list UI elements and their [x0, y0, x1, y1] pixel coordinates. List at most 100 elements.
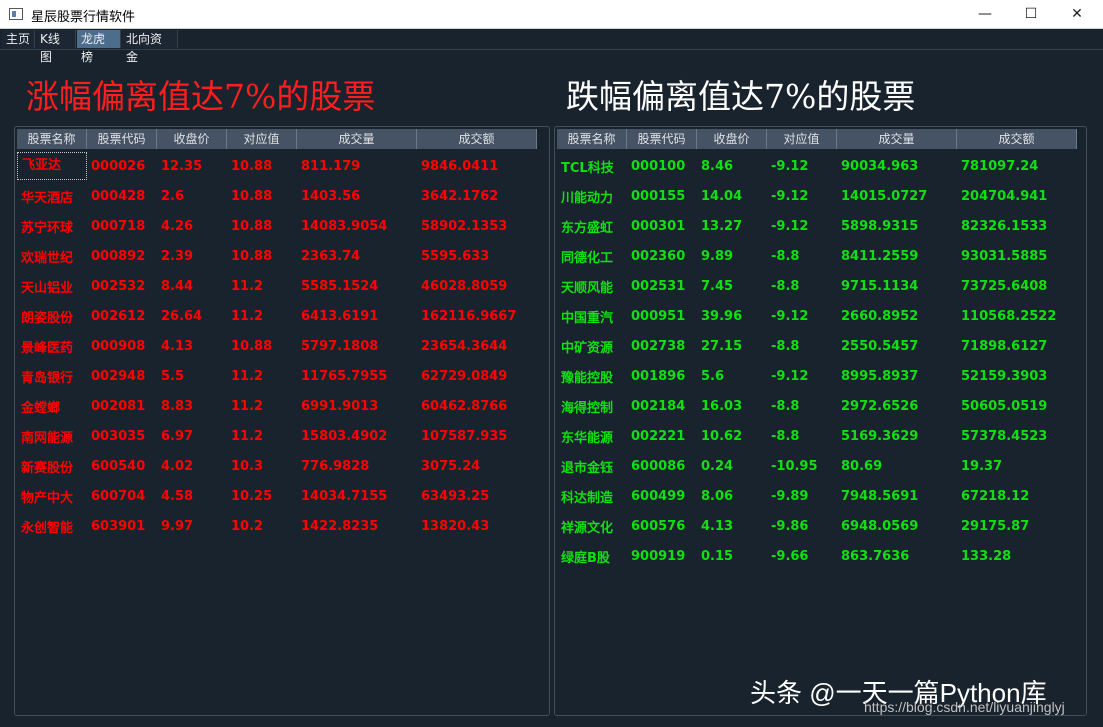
volume-cell[interactable]: 2550.5457: [841, 338, 919, 354]
volume-cell[interactable]: 14015.0727: [841, 188, 928, 204]
stock-code-cell[interactable]: 002948: [91, 368, 146, 384]
stock-name-cell[interactable]: 同德化工: [561, 250, 614, 266]
column-header-name[interactable]: 股票名称: [17, 129, 87, 149]
volume-cell[interactable]: 5585.1524: [301, 278, 379, 294]
table-row[interactable]: 祥源文化 600576 4.13 -9.86 6948.0569 29175.87: [557, 511, 1087, 541]
close-price-cell[interactable]: 8.44: [161, 278, 194, 294]
deviation-cell[interactable]: 10.88: [231, 248, 273, 264]
turnover-cell[interactable]: 63493.25: [421, 488, 490, 504]
table-row[interactable]: 川能动力 000155 14.04 -9.12 14015.0727 204704.941: [557, 181, 1087, 211]
stock-name-cell[interactable]: 新赛股份: [21, 460, 74, 476]
deviation-cell[interactable]: 11.2: [231, 278, 264, 294]
deviation-cell[interactable]: -8.8: [771, 338, 800, 354]
close-price-cell[interactable]: 39.96: [701, 308, 743, 324]
gainers-table[interactable]: 股票名称 股票代码 收盘价 对应值 成交量 成交额 飞亚达 000026 12.35…: [14, 126, 550, 716]
table-row[interactable]: 欢瑞世纪 000892 2.39 10.88 2363.74 5595.633: [17, 241, 547, 271]
turnover-cell[interactable]: 71898.6127: [961, 338, 1048, 354]
turnover-cell[interactable]: 29175.87: [961, 518, 1030, 534]
volume-cell[interactable]: 5797.1808: [301, 338, 379, 354]
table-row[interactable]: 天顺风能 002531 7.45 -8.8 9715.1134 73725.6408: [557, 271, 1087, 301]
turnover-cell[interactable]: 46028.8059: [421, 278, 508, 294]
column-header-volume[interactable]: 成交量: [297, 129, 417, 149]
table-row[interactable]: 华天酒店 000428 2.6 10.88 1403.56 3642.1762: [17, 181, 547, 211]
close-price-cell[interactable]: 14.04: [701, 188, 743, 204]
stock-code-cell[interactable]: 600499: [631, 488, 686, 504]
table-row[interactable]: 豫能控股 001896 5.6 -9.12 8995.8937 52159.3903: [557, 361, 1087, 391]
stock-code-cell[interactable]: 000100: [631, 158, 686, 174]
turnover-cell[interactable]: 57378.4523: [961, 428, 1048, 444]
volume-cell[interactable]: 5898.9315: [841, 218, 919, 234]
column-header-name[interactable]: 股票名称: [557, 129, 627, 149]
stock-code-cell[interactable]: 002532: [91, 278, 146, 294]
turnover-cell[interactable]: 107587.935: [421, 428, 508, 444]
deviation-cell[interactable]: -9.12: [771, 368, 809, 384]
close-price-cell[interactable]: 26.64: [161, 308, 203, 324]
stock-name-cell[interactable]: 青岛银行: [21, 370, 74, 386]
column-header-close[interactable]: 收盘价: [697, 129, 767, 149]
close-price-cell[interactable]: 7.45: [701, 278, 734, 294]
table-row[interactable]: 物产中大 600704 4.58 10.25 14034.7155 63493.25: [17, 481, 547, 511]
close-price-cell[interactable]: 5.6: [701, 368, 725, 384]
volume-cell[interactable]: 6948.0569: [841, 518, 919, 534]
stock-code-cell[interactable]: 000428: [91, 188, 146, 204]
stock-name-cell[interactable]: 南网能源: [21, 430, 74, 446]
stock-name-cell[interactable]: 退市金钰: [561, 460, 614, 476]
table-row[interactable]: 青岛银行 002948 5.5 11.2 11765.7955 62729.0849: [17, 361, 547, 391]
close-price-cell[interactable]: 8.06: [701, 488, 734, 504]
turnover-cell[interactable]: 93031.5885: [961, 248, 1048, 264]
turnover-cell[interactable]: 9846.0411: [421, 158, 499, 174]
stock-code-cell[interactable]: 000718: [91, 218, 146, 234]
turnover-cell[interactable]: 204704.941: [961, 188, 1048, 204]
stock-code-cell[interactable]: 600704: [91, 488, 146, 504]
deviation-cell[interactable]: 11.2: [231, 308, 264, 324]
close-price-cell[interactable]: 4.02: [161, 458, 194, 474]
maximize-button[interactable]: ☐: [1024, 6, 1038, 22]
turnover-cell[interactable]: 60462.8766: [421, 398, 508, 414]
table-row[interactable]: 天山铝业 002532 8.44 11.2 5585.1524 46028.8059: [17, 271, 547, 301]
table-row[interactable]: 东华能源 002221 10.62 -8.8 5169.3629 57378.4523: [557, 421, 1087, 451]
table-row[interactable]: 飞亚达 000026 12.35 10.88 811.179 9846.0411: [17, 151, 547, 181]
stock-name-cell[interactable]: 东方盛虹: [561, 220, 614, 236]
stock-name-cell[interactable]: 景峰医药: [21, 340, 74, 356]
close-price-cell[interactable]: 0.24: [701, 458, 734, 474]
deviation-cell[interactable]: -9.12: [771, 218, 809, 234]
stock-code-cell[interactable]: 002221: [631, 428, 686, 444]
turnover-cell[interactable]: 110568.2522: [961, 308, 1057, 324]
turnover-cell[interactable]: 133.28: [961, 548, 1012, 564]
stock-name-cell[interactable]: 祥源文化: [561, 520, 614, 536]
stock-code-cell[interactable]: 000908: [91, 338, 146, 354]
deviation-cell[interactable]: -10.95: [771, 458, 818, 474]
turnover-cell[interactable]: 67218.12: [961, 488, 1030, 504]
volume-cell[interactable]: 863.7636: [841, 548, 910, 564]
deviation-cell[interactable]: 10.3: [231, 458, 264, 474]
volume-cell[interactable]: 80.69: [841, 458, 883, 474]
stock-name-cell[interactable]: 华天酒店: [21, 190, 74, 206]
table-row[interactable]: 海得控制 002184 16.03 -8.8 2972.6526 50605.0519: [557, 391, 1087, 421]
turnover-cell[interactable]: 50605.0519: [961, 398, 1048, 414]
deviation-cell[interactable]: -8.8: [771, 398, 800, 414]
stock-code-cell[interactable]: 002360: [631, 248, 686, 264]
stock-name-cell[interactable]: TCL科技: [561, 160, 614, 176]
table-row[interactable]: 东方盛虹 000301 13.27 -9.12 5898.9315 82326.1533: [557, 211, 1087, 241]
close-price-cell[interactable]: 4.13: [701, 518, 734, 534]
table-row[interactable]: 永创智能 603901 9.97 10.2 1422.8235 13820.43: [17, 511, 547, 541]
stock-code-cell[interactable]: 002612: [91, 308, 146, 324]
column-header-close[interactable]: 收盘价: [157, 129, 227, 149]
column-header-code[interactable]: 股票代码: [627, 129, 697, 149]
close-price-cell[interactable]: 2.39: [161, 248, 194, 264]
table-row[interactable]: 退市金钰 600086 0.24 -10.95 80.69 19.37: [557, 451, 1087, 481]
close-price-cell[interactable]: 8.83: [161, 398, 194, 414]
volume-cell[interactable]: 9715.1134: [841, 278, 919, 294]
column-header-deviation[interactable]: 对应值: [227, 129, 297, 149]
table-row[interactable]: 绿庭B股 900919 0.15 -9.66 863.7636 133.28: [557, 541, 1087, 571]
table-row[interactable]: 中矿资源 002738 27.15 -8.8 2550.5457 71898.6127: [557, 331, 1087, 361]
table-row[interactable]: 金螳螂 002081 8.83 11.2 6991.9013 60462.8766: [17, 391, 547, 421]
turnover-cell[interactable]: 62729.0849: [421, 368, 508, 384]
turnover-cell[interactable]: 19.37: [961, 458, 1003, 474]
stock-code-cell[interactable]: 002184: [631, 398, 686, 414]
turnover-cell[interactable]: 3075.24: [421, 458, 481, 474]
close-price-cell[interactable]: 6.97: [161, 428, 194, 444]
deviation-cell[interactable]: -9.12: [771, 188, 809, 204]
deviation-cell[interactable]: -8.8: [771, 428, 800, 444]
stock-code-cell[interactable]: 002738: [631, 338, 686, 354]
